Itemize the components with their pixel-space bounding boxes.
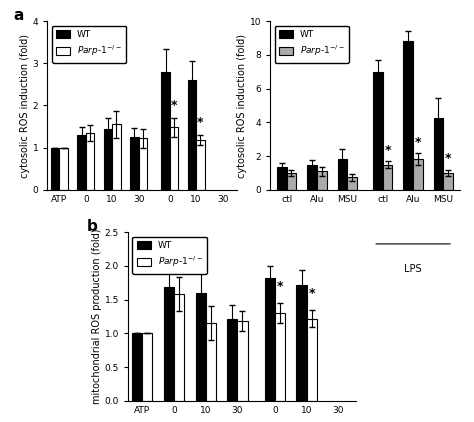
- Bar: [265, 278, 275, 401]
- Bar: [206, 323, 216, 401]
- Bar: [162, 72, 170, 190]
- Text: a: a: [13, 8, 24, 23]
- Y-axis label: cytosolic ROS induction (fold): cytosolic ROS induction (fold): [237, 33, 247, 178]
- Bar: [51, 148, 59, 190]
- Bar: [337, 159, 347, 190]
- Bar: [77, 135, 86, 190]
- Text: *: *: [171, 99, 177, 112]
- Text: LPS: LPS: [404, 264, 422, 274]
- Y-axis label: mitochondrial ROS production (fold): mitochondrial ROS production (fold): [92, 229, 102, 404]
- Text: *: *: [277, 280, 283, 293]
- Bar: [104, 129, 112, 190]
- Bar: [277, 167, 287, 190]
- Legend: WT, $Parp$-$1^{-/-}$: WT, $Parp$-$1^{-/-}$: [133, 237, 207, 274]
- Bar: [347, 177, 357, 190]
- Text: b: b: [87, 219, 98, 234]
- Bar: [196, 140, 205, 190]
- Bar: [164, 287, 174, 401]
- Bar: [228, 319, 237, 401]
- Bar: [434, 118, 443, 190]
- Bar: [275, 313, 285, 401]
- Bar: [142, 333, 153, 401]
- Bar: [403, 41, 413, 190]
- Bar: [132, 333, 142, 401]
- Legend: WT, $Parp$-$1^{-/-}$: WT, $Parp$-$1^{-/-}$: [275, 26, 349, 63]
- Text: *: *: [384, 144, 391, 157]
- Legend: WT, $Parp$-$1^{-/-}$: WT, $Parp$-$1^{-/-}$: [52, 26, 127, 63]
- Bar: [112, 124, 120, 190]
- Bar: [307, 165, 317, 190]
- Bar: [296, 285, 307, 401]
- Bar: [130, 137, 138, 190]
- Bar: [287, 173, 296, 190]
- Bar: [170, 127, 178, 190]
- Bar: [138, 138, 147, 190]
- Bar: [443, 173, 453, 190]
- Text: *: *: [308, 287, 315, 300]
- Bar: [413, 159, 423, 190]
- Bar: [307, 319, 317, 401]
- Bar: [383, 165, 392, 190]
- Text: LPS: LPS: [187, 269, 205, 279]
- Bar: [317, 171, 327, 190]
- Text: (min): (min): [233, 237, 257, 246]
- Bar: [86, 133, 94, 190]
- Bar: [188, 80, 196, 190]
- Bar: [373, 72, 383, 190]
- Text: *: *: [197, 116, 204, 129]
- Bar: [196, 293, 206, 401]
- Text: *: *: [445, 152, 451, 165]
- Text: *: *: [415, 135, 421, 149]
- Y-axis label: cytosolic ROS induction (fold): cytosolic ROS induction (fold): [20, 33, 30, 178]
- Bar: [59, 148, 68, 190]
- Bar: [237, 321, 247, 401]
- Bar: [174, 294, 184, 401]
